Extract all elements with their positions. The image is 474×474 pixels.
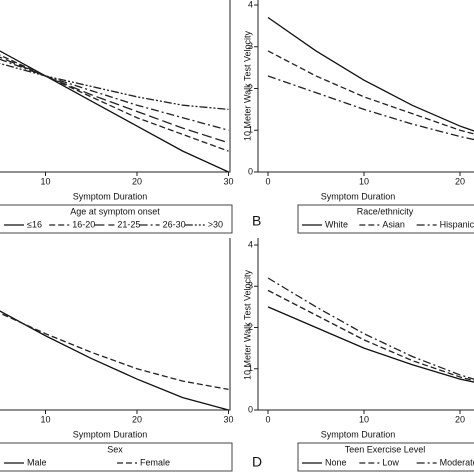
- legend-box: [0, 204, 233, 234]
- x-tick-label: 30: [223, 176, 233, 186]
- legend-box: [0, 442, 233, 472]
- legend-label: Hispanic: [440, 219, 474, 229]
- y-axis-label: 10 Meter Walk Test Velocity: [242, 269, 252, 380]
- plot-lines: [267, 16, 474, 141]
- legend-label: ≤16: [27, 219, 42, 229]
- y-tick-label: 0: [248, 404, 253, 414]
- series-line: [267, 289, 474, 382]
- legend-box: [297, 442, 474, 472]
- y-axis-label: 10 Meter Walk Test Velocity: [242, 30, 252, 141]
- y-tick-label: 4: [248, 0, 253, 9]
- series-line: [0, 310, 229, 410]
- series-line: [0, 58, 229, 131]
- x-tick-label: 20: [455, 176, 465, 186]
- legend-box: [297, 204, 474, 234]
- y-tick-label: 3: [248, 281, 253, 291]
- panel-letter: B: [252, 213, 261, 229]
- x-tick-label: 20: [132, 414, 142, 424]
- x-tick-label: 10: [359, 176, 369, 186]
- y-tick-label: 0: [248, 166, 253, 176]
- panel: 10 20 30 Symptom Duration Sex Male Female: [0, 238, 234, 472]
- x-axis-label: Symptom Duration: [321, 191, 396, 201]
- legend-title: Teen Exercise Level: [345, 444, 426, 454]
- legend-label: Moderate: [440, 457, 474, 467]
- legend-label: >30: [208, 219, 223, 229]
- plot-lines: [0, 50, 229, 172]
- x-axis-label: Symptom Duration: [321, 429, 396, 439]
- plot-frame: [0, 238, 231, 411]
- panel: 0 10 20 Symptom Duration 0 1 2 3 4 10 Meter Walk …: [242, 0, 474, 234]
- x-tick-label: 0: [265, 176, 270, 186]
- series-line: [0, 62, 229, 111]
- series-line: [267, 277, 474, 380]
- legend-label: 21-25: [117, 219, 140, 229]
- series-line: [0, 56, 229, 144]
- series-line: [267, 75, 474, 141]
- y-tick-label: 2: [248, 83, 253, 93]
- series-line: [267, 306, 474, 383]
- y-tick-label: 2: [248, 322, 253, 332]
- x-tick-label: 10: [40, 176, 50, 186]
- legend-title: Race/ethnicity: [357, 206, 414, 216]
- series-line: [267, 16, 474, 132]
- legend-title: Age at symptom onset: [70, 206, 160, 216]
- series-line: [0, 54, 229, 152]
- panel: 0 10 20 Symptom Duration 0 1 2 3 4 10 Meter Walk …: [242, 238, 474, 472]
- legend-label: None: [325, 457, 347, 467]
- y-tick-label: 1: [248, 363, 253, 373]
- series-line: [0, 312, 229, 391]
- y-tick-label: 3: [248, 41, 253, 51]
- series-line: [267, 50, 474, 135]
- x-tick-label: 10: [359, 414, 369, 424]
- y-tick-label: 1: [248, 125, 253, 135]
- x-axis-label: Symptom Duration: [73, 429, 148, 439]
- legend-label: 26-30: [163, 219, 186, 229]
- x-tick-label: 10: [40, 414, 50, 424]
- legend-label: Low: [382, 457, 399, 467]
- x-tick-label: 30: [223, 414, 233, 424]
- legend-label: Asian: [382, 219, 405, 229]
- plot-lines: [0, 310, 229, 410]
- legend-label: 16-20: [72, 219, 95, 229]
- x-tick-label: 0: [265, 414, 270, 424]
- legend-label: White: [325, 219, 348, 229]
- legend-title: Sex: [107, 444, 123, 454]
- series-line: [0, 50, 229, 172]
- y-tick-label: 4: [248, 239, 253, 249]
- x-tick-label: 20: [132, 176, 142, 186]
- plot-frame: [0, 0, 231, 173]
- plot-frame: [257, 238, 474, 411]
- panel-letter: D: [252, 454, 262, 470]
- x-axis-label: Symptom Duration: [73, 191, 148, 201]
- plot-frame: [257, 0, 474, 173]
- plot-lines: [267, 277, 474, 383]
- x-tick-label: 20: [455, 414, 465, 424]
- legend-label: Male: [27, 457, 47, 467]
- legend-label: Female: [140, 457, 170, 467]
- panel: 10 20 30 Symptom Duration Age at symptom ons…: [0, 0, 234, 234]
